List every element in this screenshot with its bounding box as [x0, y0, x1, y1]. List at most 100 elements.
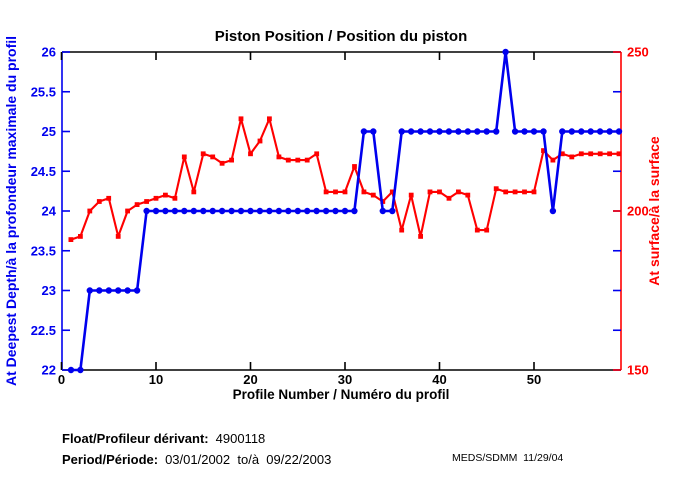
left-tick-label-24: 24 [42, 204, 57, 219]
left-tick-label-26: 26 [42, 45, 56, 60]
right-series-marker-profile-50 [531, 189, 537, 195]
left-series-marker-profile-29 [332, 207, 339, 215]
left-series-marker-profile-7 [124, 287, 131, 294]
left-series-marker-profile-54 [568, 128, 575, 135]
footer-credit: MEDS/SDMM 11/29/04 [452, 452, 563, 464]
right-series-marker-profile-41 [446, 195, 452, 201]
left-series-marker-profile-48 [511, 128, 519, 135]
x-tick-label-0: 0 [58, 372, 65, 387]
left-series-marker-profile-37 [407, 128, 415, 135]
right-series-marker-profile-46 [493, 186, 499, 192]
right-series-marker-profile-57 [597, 151, 603, 157]
left-series-marker-profile-8 [133, 287, 141, 294]
left-series-marker-profile-38 [417, 128, 424, 135]
right-series-marker-profile-13 [181, 154, 187, 160]
x-axis-label: Profile Number / Numéro du profil [233, 387, 450, 402]
right-series-marker-profile-38 [418, 234, 423, 239]
left-series-marker-profile-46 [493, 128, 500, 135]
right-series-marker-profile-42 [456, 189, 461, 195]
left-series-marker-profile-27 [313, 207, 320, 215]
left-series-marker-profile-44 [474, 128, 481, 135]
right-series-marker-profile-51 [541, 148, 546, 153]
left-series-marker-profile-55 [578, 128, 585, 135]
right-series-marker-profile-53 [559, 151, 565, 157]
right-series-marker-profile-56 [588, 151, 594, 157]
right-y-axis-label: At surface/à la surface [646, 136, 662, 286]
right-series-marker-profile-9 [144, 199, 149, 204]
right-series-marker-profile-30 [342, 189, 348, 195]
left-series-marker-profile-47 [502, 48, 509, 56]
left-series-marker-profile-35 [389, 207, 396, 215]
left-series-marker-profile-9 [143, 207, 150, 215]
right-series-marker-profile-4 [96, 199, 102, 204]
left-series-marker-profile-20 [247, 207, 254, 215]
right-series-marker-profile-49 [522, 189, 527, 195]
right-series-marker-profile-1 [68, 237, 74, 242]
left-series-marker-profile-56 [587, 128, 594, 135]
left-series-marker-profile-41 [445, 128, 453, 135]
right-series-marker-profile-32 [361, 189, 367, 195]
right-series-marker-profile-6 [115, 234, 121, 239]
right-series-marker-profile-59 [616, 151, 622, 157]
left-tick-label-25.5: 25.5 [31, 84, 56, 99]
left-series-marker-profile-1 [67, 366, 75, 374]
left-series-marker-profile-58 [606, 128, 613, 135]
left-series-marker-profile-24 [285, 207, 292, 215]
left-tick-label-22.5: 22.5 [31, 323, 56, 338]
left-series-marker-profile-14 [190, 207, 197, 215]
right-series-marker-profile-40 [437, 189, 442, 195]
right-series-marker-profile-24 [285, 157, 291, 163]
left-series-marker-profile-26 [304, 207, 311, 215]
left-series-marker-profile-11 [162, 207, 169, 215]
right-tick-label-250: 250 [627, 45, 649, 60]
right-series-marker-profile-5 [106, 195, 112, 201]
x-tick-label-30: 30 [338, 372, 352, 387]
left-series-marker-profile-19 [237, 207, 245, 215]
right-series-marker-profile-33 [370, 192, 376, 198]
right-series-marker-profile-11 [163, 192, 168, 198]
left-series-marker-profile-40 [436, 128, 443, 135]
left-tick-label-22: 22 [42, 363, 56, 378]
left-series-marker-profile-25 [294, 207, 301, 215]
left-series-marker-profile-18 [228, 207, 235, 215]
left-series-marker-profile-49 [521, 128, 528, 135]
footer-float-value: 4900118 [216, 431, 266, 446]
left-tick-label-23: 23 [42, 283, 56, 298]
left-series-marker-profile-21 [256, 207, 264, 215]
left-series-marker-profile-22 [266, 207, 273, 215]
left-series-marker-profile-50 [530, 128, 538, 135]
right-series-marker-profile-15 [200, 151, 206, 157]
left-tick-label-25: 25 [42, 124, 56, 139]
right-series-marker-profile-21 [257, 138, 263, 144]
left-series-marker-profile-59 [615, 128, 623, 135]
left-series-marker-profile-43 [464, 128, 471, 135]
x-tick-label-50: 50 [527, 372, 541, 387]
right-series-marker-profile-52 [550, 157, 556, 163]
left-tick-label-24.5: 24.5 [31, 164, 56, 179]
right-series-marker-profile-18 [229, 157, 234, 163]
right-series-marker-profile-58 [607, 151, 612, 157]
left-series-marker-profile-2 [77, 366, 84, 374]
right-series-marker-profile-47 [503, 189, 509, 195]
left-series-marker-profile-42 [455, 128, 462, 135]
right-series-marker-profile-55 [578, 151, 584, 157]
x-tick-label-20: 20 [243, 372, 257, 387]
left-series-marker-profile-4 [96, 287, 103, 294]
left-series-marker-profile-16 [209, 207, 216, 215]
left-series-marker-profile-51 [540, 128, 547, 135]
left-series-marker-profile-17 [218, 207, 226, 215]
left-series-marker-profile-52 [549, 207, 557, 215]
left-series-marker-profile-57 [596, 128, 604, 135]
right-series-marker-profile-23 [276, 154, 282, 160]
left-series-marker-profile-31 [351, 207, 358, 215]
left-series-marker-profile-33 [370, 128, 377, 135]
left-series-marker-profile-15 [200, 207, 207, 215]
axes-layer: 0 10 20 30 40 50 22 22.5 23 23.5 24 24.5 25 25.5 26 150… [31, 45, 649, 388]
right-series-marker-profile-7 [125, 208, 130, 214]
x-tick-label-40: 40 [432, 372, 446, 387]
right-tick-label-200: 200 [627, 204, 649, 219]
left-series-marker-profile-32 [360, 128, 368, 135]
left-series-marker-profile-13 [181, 207, 188, 215]
